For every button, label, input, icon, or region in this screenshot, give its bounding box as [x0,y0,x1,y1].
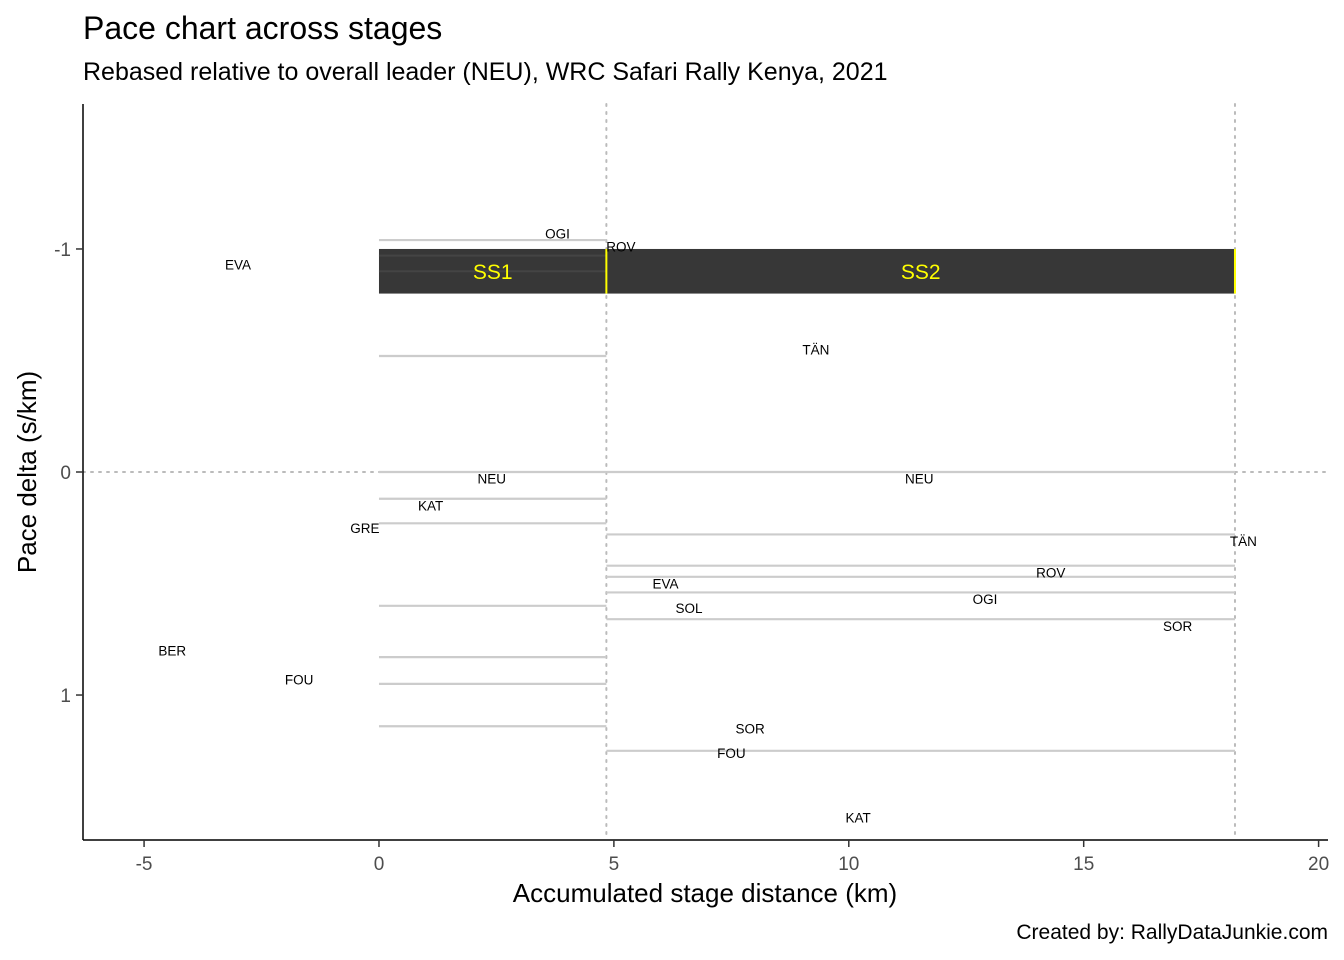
x-tick-label: -5 [136,854,153,875]
y-ticks: -1 0 1 [54,240,83,707]
chart-title: Pace chart across stages [83,10,443,46]
driver-label: FOU [285,672,314,687]
x-tick-label: 10 [838,854,859,875]
driver-label: OGI [973,592,998,607]
x-tick-label: 15 [1073,854,1094,875]
driver-label: SOR [735,721,765,736]
driver-label: ROV [606,240,635,255]
caption: Created by: RallyDataJunkie.com [1016,921,1328,944]
driver-label: TÄN [802,342,829,357]
driver-label: FOU [717,746,746,761]
driver-label: TÄN [1230,534,1257,549]
y-tick-label: 0 [60,463,71,484]
driver-labels: OGI ROV EVA TÄN NEU NEU KAT GRE TÄN ROV EVA OGI SOL S… [158,226,1257,825]
driver-label: SOL [676,601,704,616]
driver-label: EVA [225,258,251,273]
x-ticks: -5 0 5 10 15 20 [136,840,1329,875]
driver-label: OGI [545,226,570,241]
chart-subtitle: Rebased relative to overall leader (NEU)… [83,58,888,86]
stage-band: SS1 SS2 [378,248,1236,294]
driver-label: NEU [477,472,506,487]
driver-label: EVA [653,577,679,592]
x-tick-label: 5 [609,854,620,875]
y-tick-label: -1 [54,240,71,261]
y-axis-title: Pace delta (s/km) [12,371,42,573]
driver-label: KAT [418,498,443,513]
y-tick-label: 1 [60,686,71,707]
x-tick-label: 0 [374,854,385,875]
x-axis-title: Accumulated stage distance (km) [513,878,897,908]
driver-label: GRE [350,521,379,536]
stage-bar [606,248,1235,294]
x-tick-label: 20 [1308,854,1329,875]
driver-label: NEU [905,472,934,487]
driver-label: ROV [1036,565,1065,580]
stage-label: SS1 [473,261,513,284]
driver-label: KAT [846,811,871,826]
pace-segments [378,238,1235,752]
stage-label: SS2 [901,261,941,284]
driver-label: BER [158,643,186,658]
driver-label: SOR [1163,619,1193,634]
